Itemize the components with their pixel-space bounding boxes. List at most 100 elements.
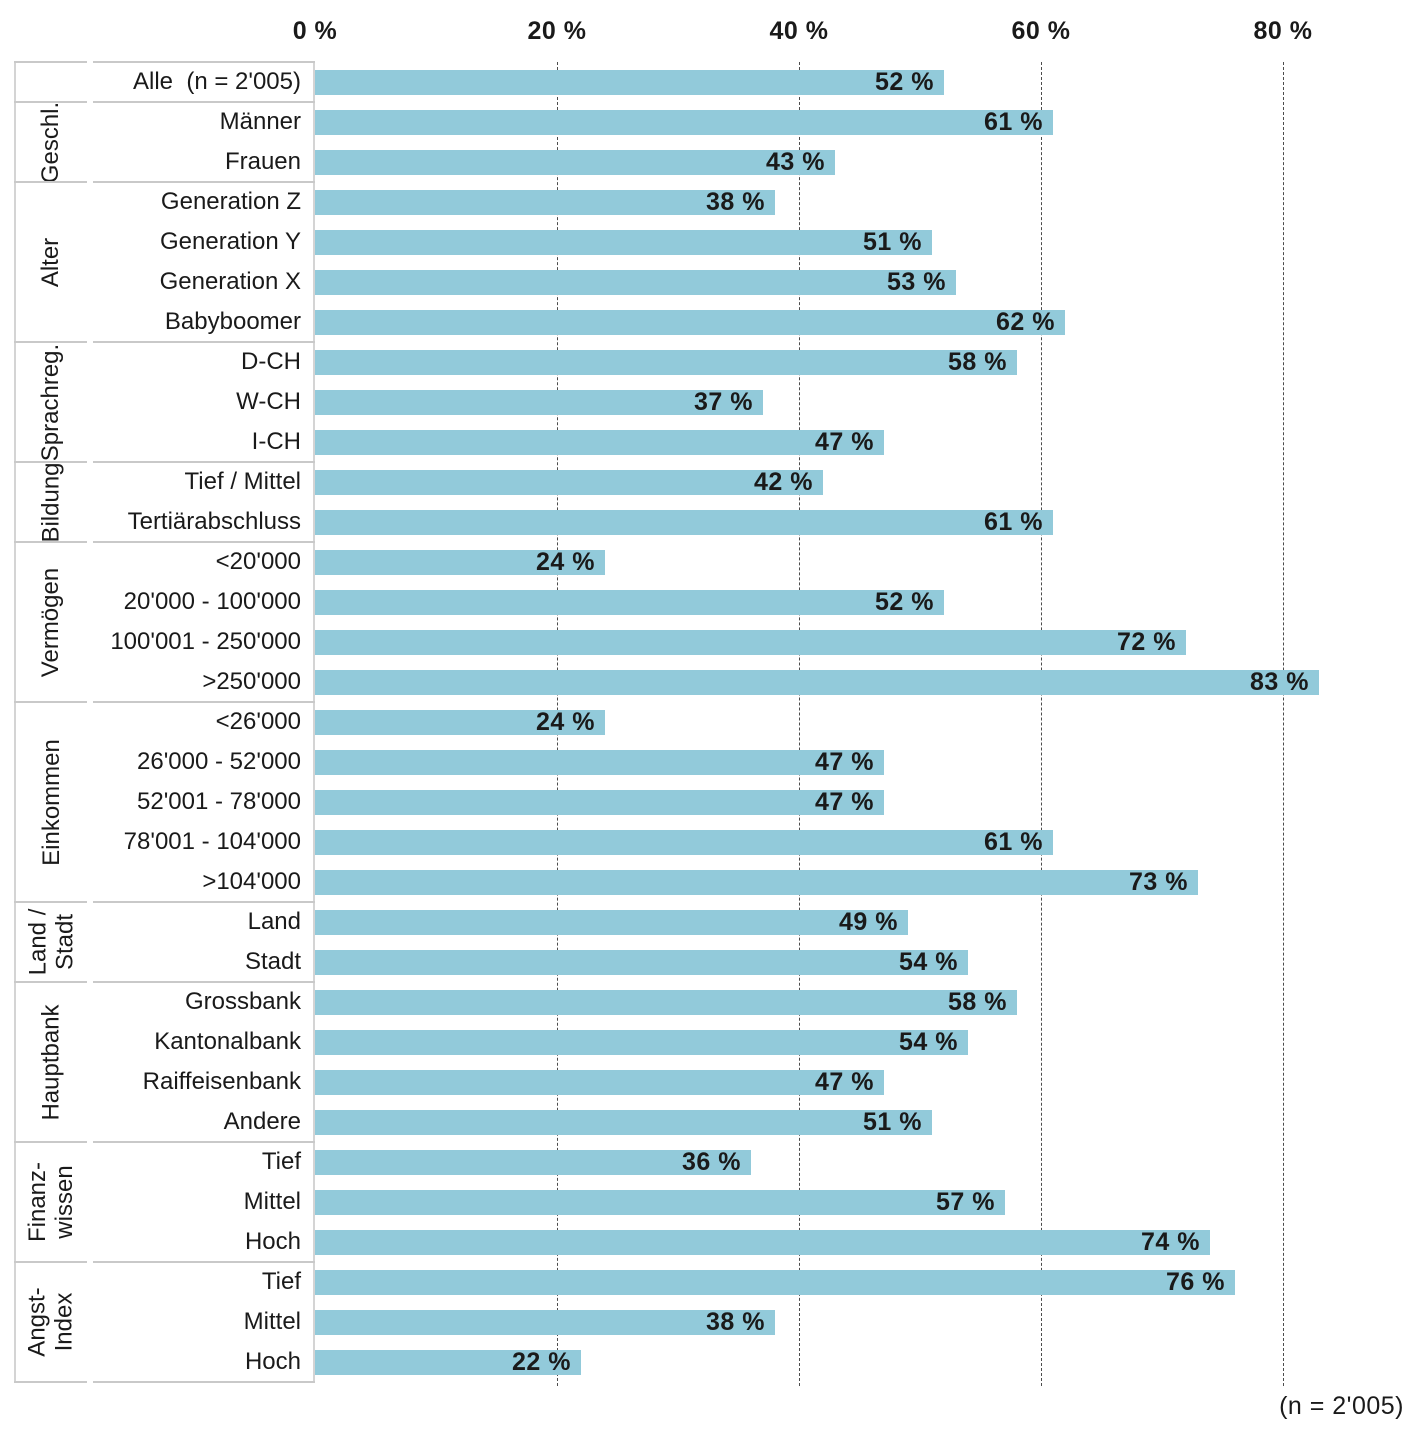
bar: 47 % [315, 788, 884, 816]
row-label: 26'000 - 52'000 [137, 748, 301, 775]
group-label-text: Land / Stadt [23, 908, 78, 976]
bar-value-label: 24 % [536, 708, 595, 736]
bar: 47 % [315, 428, 884, 456]
row-label: D-CH [241, 348, 301, 375]
row-label: Babyboomer [164, 308, 301, 335]
bar-value-label: 47 % [815, 428, 874, 456]
bar-value-label: 52 % [875, 588, 934, 616]
bar-value-label: 22 % [512, 1348, 571, 1376]
group-separator [93, 341, 315, 343]
group-label: Land / Stadt [14, 902, 88, 982]
bar: 36 % [315, 1148, 751, 1176]
bar-value-label: 42 % [754, 468, 813, 496]
row-label: Land [247, 908, 301, 935]
panel-right-border [313, 62, 315, 1382]
group-label-text: Sprachreg. [37, 343, 65, 461]
group-label: Vermögen [14, 542, 88, 702]
group-separator [93, 461, 315, 463]
bar-value-label: 62 % [996, 308, 1055, 336]
bar: 57 % [315, 1188, 1005, 1216]
group-label-text: Geschl. [37, 101, 65, 183]
group-label-text: Alter [37, 237, 65, 287]
bar-value-label: 54 % [899, 948, 958, 976]
row-label: Alle (n = 2'005) [132, 68, 301, 95]
row-label: Tief [261, 1268, 301, 1295]
row-label: Stadt [244, 948, 301, 975]
bar-value-label: 61 % [984, 508, 1043, 536]
row-label: Frauen [224, 148, 301, 175]
panel-left-border [14, 62, 16, 1382]
row-label: 20'000 - 100'000 [123, 588, 301, 615]
row-label: Hoch [244, 1228, 301, 1255]
gridline [1283, 62, 1284, 1386]
bar-value-label: 58 % [948, 988, 1007, 1016]
group-label-text: Bildung [37, 461, 65, 543]
bar: 38 % [315, 188, 775, 216]
bar: 52 % [315, 588, 944, 616]
bar-value-label: 54 % [899, 1028, 958, 1056]
bar: 43 % [315, 148, 835, 176]
row-label: W-CH [236, 388, 301, 415]
row-label: >104'000 [202, 868, 301, 895]
bar: 51 % [315, 228, 932, 256]
group-separator [93, 901, 315, 903]
group-separator [14, 1141, 87, 1143]
bar-value-label: 58 % [948, 348, 1007, 376]
row-label: Männer [219, 108, 301, 135]
bar-value-label: 53 % [887, 268, 946, 296]
group-separator [93, 61, 315, 63]
bar-value-label: 72 % [1117, 628, 1176, 656]
bar: 24 % [315, 708, 605, 736]
row-label: Tief [261, 1148, 301, 1175]
bar-value-label: 76 % [1166, 1268, 1225, 1296]
bar: 74 % [315, 1228, 1210, 1256]
bar: 51 % [315, 1108, 932, 1136]
group-label: Geschl. [14, 101, 88, 183]
bar: 73 % [315, 868, 1198, 896]
bar: 49 % [315, 908, 908, 936]
bar: 37 % [315, 388, 763, 416]
group-separator [93, 1261, 315, 1263]
row-label: Mittel [243, 1308, 301, 1335]
bar-value-label: 47 % [815, 1068, 874, 1096]
bar: 58 % [315, 988, 1017, 1016]
bar-value-label: 61 % [984, 828, 1043, 856]
group-label-text: Vermögen [37, 567, 65, 677]
group-label-text: Hauptbank [37, 1003, 65, 1121]
bar-value-label: 47 % [815, 788, 874, 816]
bar: 22 % [315, 1348, 581, 1376]
bar-value-label: 74 % [1141, 1228, 1200, 1256]
bar-value-label: 51 % [863, 228, 922, 256]
axis-tick-label: 60 % [1011, 17, 1071, 45]
group-label: Bildung [14, 462, 88, 542]
row-label: Tief / Mittel [184, 468, 301, 495]
group-label-text: Finanz- wissen [24, 1161, 78, 1243]
bar: 54 % [315, 948, 968, 976]
axis-tick-label: 80 % [1253, 17, 1313, 45]
group-separator [14, 181, 87, 183]
bar: 72 % [315, 628, 1186, 656]
row-label: Mittel [243, 1188, 301, 1215]
row-label: >250'000 [202, 668, 301, 695]
row-label: Raiffeisenbank [142, 1068, 301, 1095]
bar-value-label: 43 % [766, 148, 825, 176]
row-label: Andere [223, 1108, 301, 1135]
bar: 83 % [315, 668, 1319, 696]
group-label: Einkommen [14, 702, 88, 902]
group-separator [14, 541, 87, 543]
group-label: Sprachreg. [14, 342, 88, 462]
row-label: <26'000 [215, 708, 301, 735]
group-separator [14, 1261, 87, 1263]
group-separator [14, 701, 87, 703]
group-separator [14, 61, 87, 63]
row-label: Generation X [159, 268, 301, 295]
row-label: 52'001 - 78'000 [137, 788, 301, 815]
bar: 61 % [315, 508, 1053, 536]
bar-value-label: 36 % [682, 1148, 741, 1176]
group-label: Angst- Index [14, 1262, 88, 1382]
bar: 58 % [315, 348, 1017, 376]
row-label: Generation Z [160, 188, 301, 215]
bar: 38 % [315, 1308, 775, 1336]
group-separator [14, 461, 87, 463]
